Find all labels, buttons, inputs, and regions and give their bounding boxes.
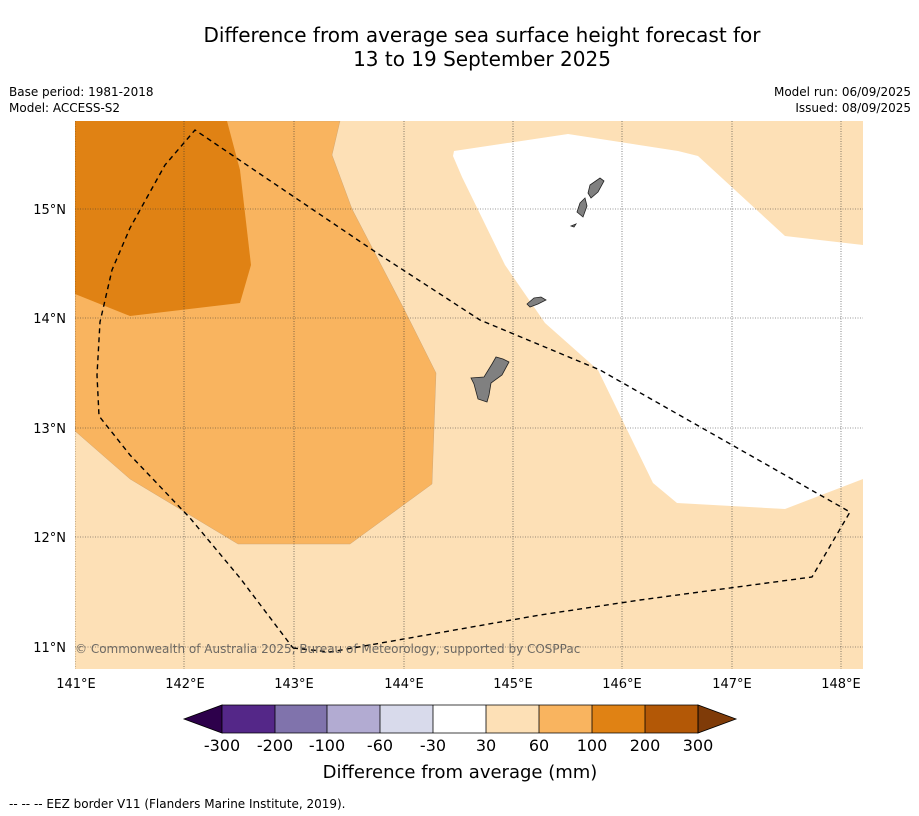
land-islands: [470, 177, 605, 403]
base-period: Base period: 1981-2018: [9, 85, 154, 99]
lat-label: 15°N: [33, 203, 66, 218]
island-rota: [526, 296, 547, 308]
anomaly-band-100-200: [75, 121, 251, 316]
map-area: © Commonwealth of Australia 2025, Bureau…: [75, 121, 863, 669]
island-tinian: [576, 197, 588, 218]
colorbar-max-extend: [697, 704, 738, 734]
colorbar-swatch: [327, 705, 380, 733]
lon-label: 143°E: [274, 677, 314, 692]
colorbar-tick-label: -30: [420, 736, 446, 755]
colorbar-swatch: [222, 705, 275, 733]
colorbar-swatch: [486, 705, 539, 733]
lon-label: 141°E: [56, 677, 96, 692]
lon-label: 148°E: [821, 677, 861, 692]
lat-label: 11°N: [33, 641, 66, 656]
island-guam: [470, 356, 510, 403]
eez-footnote: -- -- -- EEZ border V11 (Flanders Marine…: [9, 797, 346, 811]
lat-label: 12°N: [33, 531, 66, 546]
colorbar-min-extend: [182, 704, 223, 734]
issued-date: Issued: 08/09/2025: [795, 101, 911, 115]
lat-label: 14°N: [33, 312, 66, 327]
model-name: Model: ACCESS-S2: [9, 101, 121, 115]
colorbar-swatch: [592, 705, 645, 733]
eez-border: [96, 129, 851, 653]
chart-title: Difference from average sea surface heig…: [0, 23, 919, 71]
lon-label: 142°E: [165, 677, 205, 692]
lat-label: 13°N: [33, 422, 66, 437]
colorbar-tick-label: 300: [683, 736, 714, 755]
colorbar-tick-label: 200: [630, 736, 661, 755]
colorbar: -300 -200 -100 -60 -30 30 60 100 200 300…: [182, 704, 738, 783]
colorbar-tick-label: -60: [367, 736, 393, 755]
lon-label: 144°E: [384, 677, 424, 692]
title-line-2: 13 to 19 September 2025: [353, 47, 611, 71]
anomaly-neutral-region: [453, 134, 863, 509]
lon-axis: 141°E 142°E 143°E 144°E 145°E 146°E 147°…: [56, 677, 861, 692]
title-line-1: Difference from average sea surface heig…: [203, 23, 761, 47]
lon-label: 147°E: [712, 677, 752, 692]
colorbar-tick-label: -300: [204, 736, 240, 755]
colorbar-tick-label: 30: [476, 736, 496, 755]
meta-right: Model run: 06/09/2025 Issued: 08/09/2025: [774, 84, 911, 116]
colorbar-swatch: [539, 705, 592, 733]
colorbar-swatch: [645, 705, 698, 733]
colorbar-swatch: [433, 705, 486, 733]
copyright-text: © Commonwealth of Australia 2025, Bureau…: [75, 642, 580, 656]
model-run: Model run: 06/09/2025: [773, 85, 911, 99]
meta-left: Base period: 1981-2018 Model: ACCESS-S2: [9, 84, 154, 116]
island-aguijan: [569, 223, 578, 228]
colorbar-title: Difference from average (mm): [323, 762, 598, 783]
colorbar-swatch: [380, 705, 433, 733]
lat-axis: 15°N 14°N 13°N 12°N 11°N: [33, 203, 66, 656]
colorbar-swatch: [275, 705, 327, 733]
colorbar-tick-label: 100: [577, 736, 608, 755]
colorbar-tick-label: -200: [257, 736, 293, 755]
colorbar-tick-label: -100: [309, 736, 345, 755]
lon-label: 145°E: [493, 677, 533, 692]
island-saipan: [587, 177, 605, 199]
lon-label: 146°E: [602, 677, 642, 692]
colorbar-tick-label: 60: [529, 736, 549, 755]
